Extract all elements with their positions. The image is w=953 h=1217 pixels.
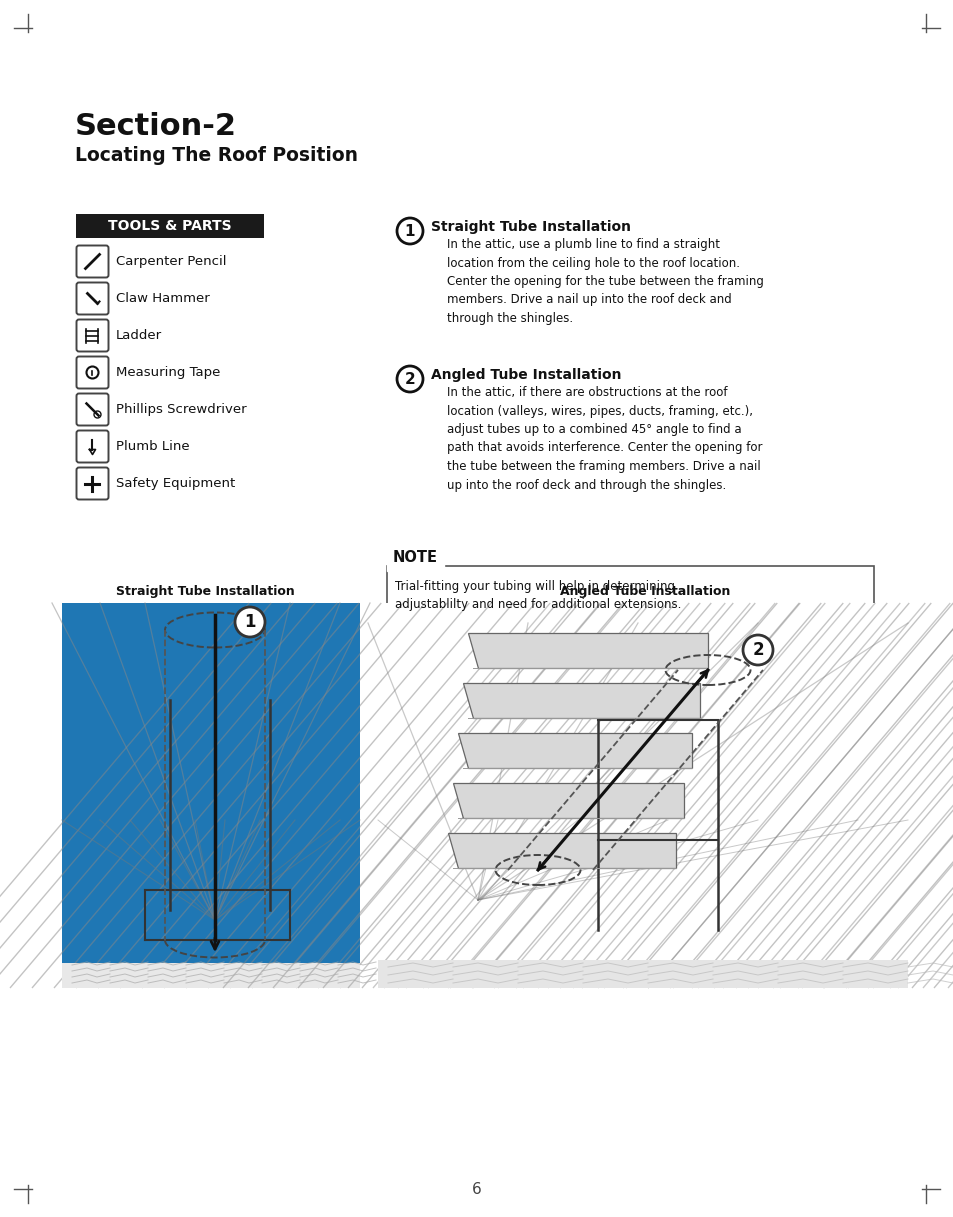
- FancyBboxPatch shape: [76, 282, 109, 314]
- Text: Safety Equipment: Safety Equipment: [116, 477, 235, 490]
- Polygon shape: [453, 783, 683, 818]
- Text: 6: 6: [472, 1183, 481, 1198]
- Circle shape: [742, 635, 772, 664]
- FancyBboxPatch shape: [76, 246, 109, 277]
- Circle shape: [234, 607, 265, 636]
- Bar: [62, 963, 359, 988]
- Text: Straight Tube Installation: Straight Tube Installation: [115, 585, 294, 598]
- Text: TOOLS & PARTS: TOOLS & PARTS: [108, 219, 232, 232]
- Text: Ladder: Ladder: [116, 329, 162, 342]
- Bar: [62, 602, 359, 988]
- Bar: [377, 960, 907, 988]
- Bar: [387, 566, 873, 619]
- Bar: [377, 602, 907, 988]
- Text: Carpenter Pencil: Carpenter Pencil: [116, 256, 226, 268]
- Polygon shape: [448, 832, 676, 868]
- Text: 2: 2: [751, 641, 763, 658]
- Text: Section-2: Section-2: [75, 112, 236, 141]
- FancyBboxPatch shape: [76, 320, 109, 352]
- Text: 2: 2: [404, 371, 415, 387]
- Text: Phillips Screwdriver: Phillips Screwdriver: [116, 403, 247, 416]
- Text: Claw Hammer: Claw Hammer: [116, 292, 210, 305]
- Text: NOTE: NOTE: [393, 550, 437, 565]
- Text: In the attic, if there are obstructions at the roof
location (valleys, wires, pi: In the attic, if there are obstructions …: [447, 386, 761, 492]
- Text: Angled Tube Installation: Angled Tube Installation: [559, 585, 729, 598]
- Polygon shape: [462, 683, 700, 718]
- FancyBboxPatch shape: [76, 431, 109, 462]
- Bar: [62, 602, 359, 988]
- Text: 1: 1: [244, 613, 255, 630]
- Polygon shape: [457, 733, 691, 768]
- Text: Locating The Roof Position: Locating The Roof Position: [75, 146, 357, 166]
- FancyBboxPatch shape: [76, 467, 109, 499]
- Polygon shape: [468, 633, 707, 668]
- Text: Measuring Tape: Measuring Tape: [116, 366, 220, 378]
- FancyBboxPatch shape: [76, 357, 109, 388]
- Text: 1: 1: [404, 224, 415, 239]
- Text: Straight Tube Installation: Straight Tube Installation: [431, 220, 630, 234]
- Text: Plumb Line: Plumb Line: [116, 441, 190, 453]
- Text: Angled Tube Installation: Angled Tube Installation: [431, 368, 620, 382]
- Bar: [76, 214, 264, 239]
- Text: In the attic, use a plumb line to find a straight
location from the ceiling hole: In the attic, use a plumb line to find a…: [447, 239, 763, 325]
- Text: Trial-fitting your tubing will help in determining
adjustablilty and need for ad: Trial-fitting your tubing will help in d…: [395, 581, 680, 611]
- FancyBboxPatch shape: [76, 393, 109, 426]
